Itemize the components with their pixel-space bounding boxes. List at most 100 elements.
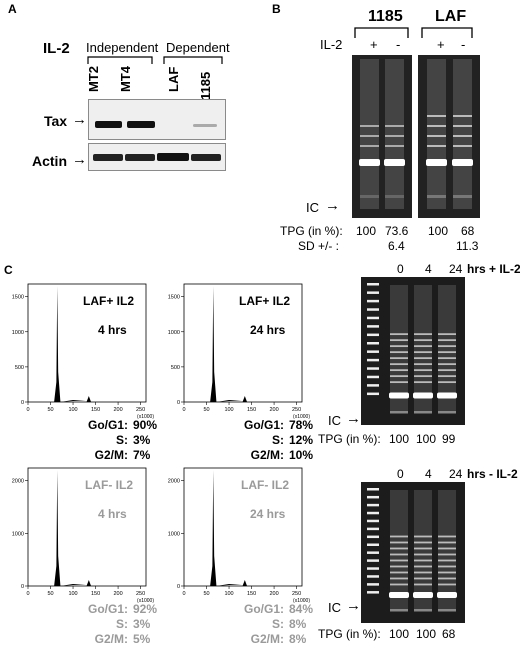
x-tick-label: 250 <box>292 591 301 597</box>
product-band <box>438 541 456 544</box>
product-band <box>390 333 408 336</box>
product-band <box>438 571 456 574</box>
stat-g2m-label: G2/M: <box>94 632 128 646</box>
gel-b-brackets <box>354 27 473 38</box>
gel-b-laf-bands <box>426 59 473 209</box>
gel-c-top-tpg-0: 100 <box>389 432 410 446</box>
gel-c-top-tpg-4: 100 <box>416 432 437 446</box>
stat-g1-value: 78% <box>289 418 314 432</box>
product-band <box>390 553 408 556</box>
histogram-title: LAF- IL2 <box>241 478 289 492</box>
product-band <box>414 357 432 360</box>
x-tick-label: 50 <box>203 407 209 413</box>
x-tick-label: 100 <box>68 591 77 597</box>
stat-g1-value: 92% <box>133 602 158 616</box>
product-band <box>438 339 456 342</box>
y-tick-label: 0 <box>177 400 180 406</box>
x-tick-label: 150 <box>247 407 256 413</box>
product-band <box>414 333 432 336</box>
x-tick-label: 50 <box>47 407 53 413</box>
gel-c-bottom-tpg-label: TPG (in %): <box>318 627 381 641</box>
stat-s-label: S: <box>116 617 128 631</box>
g1-peak <box>210 470 217 586</box>
product-band <box>438 381 456 384</box>
ladder-band <box>367 511 379 515</box>
gel-b-laf <box>418 55 480 218</box>
stat-g2m-label: G2/M: <box>250 448 284 462</box>
group-laf-label: LAF <box>435 8 467 25</box>
main-band <box>413 392 433 399</box>
lane-label-laf: LAF <box>166 66 181 92</box>
x-tick-label: 150 <box>91 407 100 413</box>
stat-g1-label: Go/G1: <box>243 602 284 616</box>
tax-band-mt2 <box>95 121 122 128</box>
product-band <box>390 351 408 354</box>
product-band <box>438 535 456 538</box>
g2m-peak <box>242 396 248 402</box>
x-tick-label: 250 <box>136 591 145 597</box>
product-band <box>414 345 432 348</box>
product-band <box>438 333 456 336</box>
y-tick-label: 0 <box>21 400 24 406</box>
gel-b-tpg-laf-minus: 68 <box>461 224 475 238</box>
main-band <box>437 591 457 598</box>
product-band <box>390 375 408 378</box>
main-band <box>389 591 409 598</box>
lane-label-mt4: MT4 <box>118 66 133 92</box>
actin-band-mt2 <box>93 154 123 161</box>
s-phase-tail <box>60 584 86 586</box>
product-band <box>438 375 456 378</box>
x-tick-label: 100 <box>224 591 233 597</box>
y-tick-label: 1000 <box>12 330 24 336</box>
ladder-band <box>367 384 379 387</box>
ladder-band <box>367 367 379 370</box>
g2m-peak <box>86 396 92 402</box>
ladder-band <box>367 283 379 286</box>
ladder-band <box>367 559 379 562</box>
stat-g2m-value: 7% <box>133 448 151 462</box>
product-band <box>414 363 432 366</box>
stat-s-value: 3% <box>133 433 151 447</box>
panel-a-letter: A <box>8 2 17 16</box>
ladder-band <box>367 591 379 594</box>
ic-band <box>390 609 408 612</box>
y-tick-label: 1500 <box>12 295 24 301</box>
ladder-band <box>367 567 379 570</box>
gel-c-bottom-tpg-4: 100 <box>416 627 437 641</box>
product-band <box>438 351 456 354</box>
product-band <box>414 339 432 342</box>
product-band <box>438 583 456 586</box>
gel-c-top-tpg-24: 99 <box>442 432 456 446</box>
x-unit-label: (x1000) <box>293 414 310 420</box>
sample-lane <box>438 490 456 611</box>
product-band <box>438 577 456 580</box>
stat-s-value: 12% <box>289 433 314 447</box>
ladder-band <box>367 358 379 362</box>
histogram-plot: 0 1000 2000 0 50 100 150 200 250(x1000) <box>12 467 154 604</box>
product-band <box>390 541 408 544</box>
stat-s-label: S: <box>272 433 284 447</box>
gel-b-tpg-1185-plus: 100 <box>356 224 377 238</box>
histogram-laf-plus-4h: 0 500 1000 1500 0 50 100 150 200 250 (x1000) LAF+ … <box>6 280 157 462</box>
product-band <box>414 369 432 372</box>
product-band <box>390 369 408 372</box>
s-phase-tail <box>60 400 86 402</box>
x-unit-label: (x1000) <box>293 598 310 604</box>
product-band <box>414 375 432 378</box>
x-tick-label: 150 <box>91 591 100 597</box>
g1-peak <box>54 286 61 402</box>
x-tick-label: 0 <box>26 407 29 413</box>
ladder-band <box>367 503 379 507</box>
ladder-band <box>367 392 379 396</box>
actin-arrow: → <box>72 151 87 168</box>
y-tick-label: 1000 <box>168 531 180 537</box>
ladder-band <box>367 583 379 586</box>
gel-b-ic-arrow: → <box>325 197 340 214</box>
ladder-band <box>367 342 379 345</box>
gel-b-il2-label: IL-2 <box>320 37 343 52</box>
il2-label: IL-2 <box>43 40 70 57</box>
x-tick-label: 250 <box>136 407 145 413</box>
gel-c-bottom-ic-arrow: → <box>346 597 361 614</box>
actin-band-1185 <box>191 154 221 161</box>
gel-c-top-condition: hrs + IL-2 <box>467 262 520 276</box>
